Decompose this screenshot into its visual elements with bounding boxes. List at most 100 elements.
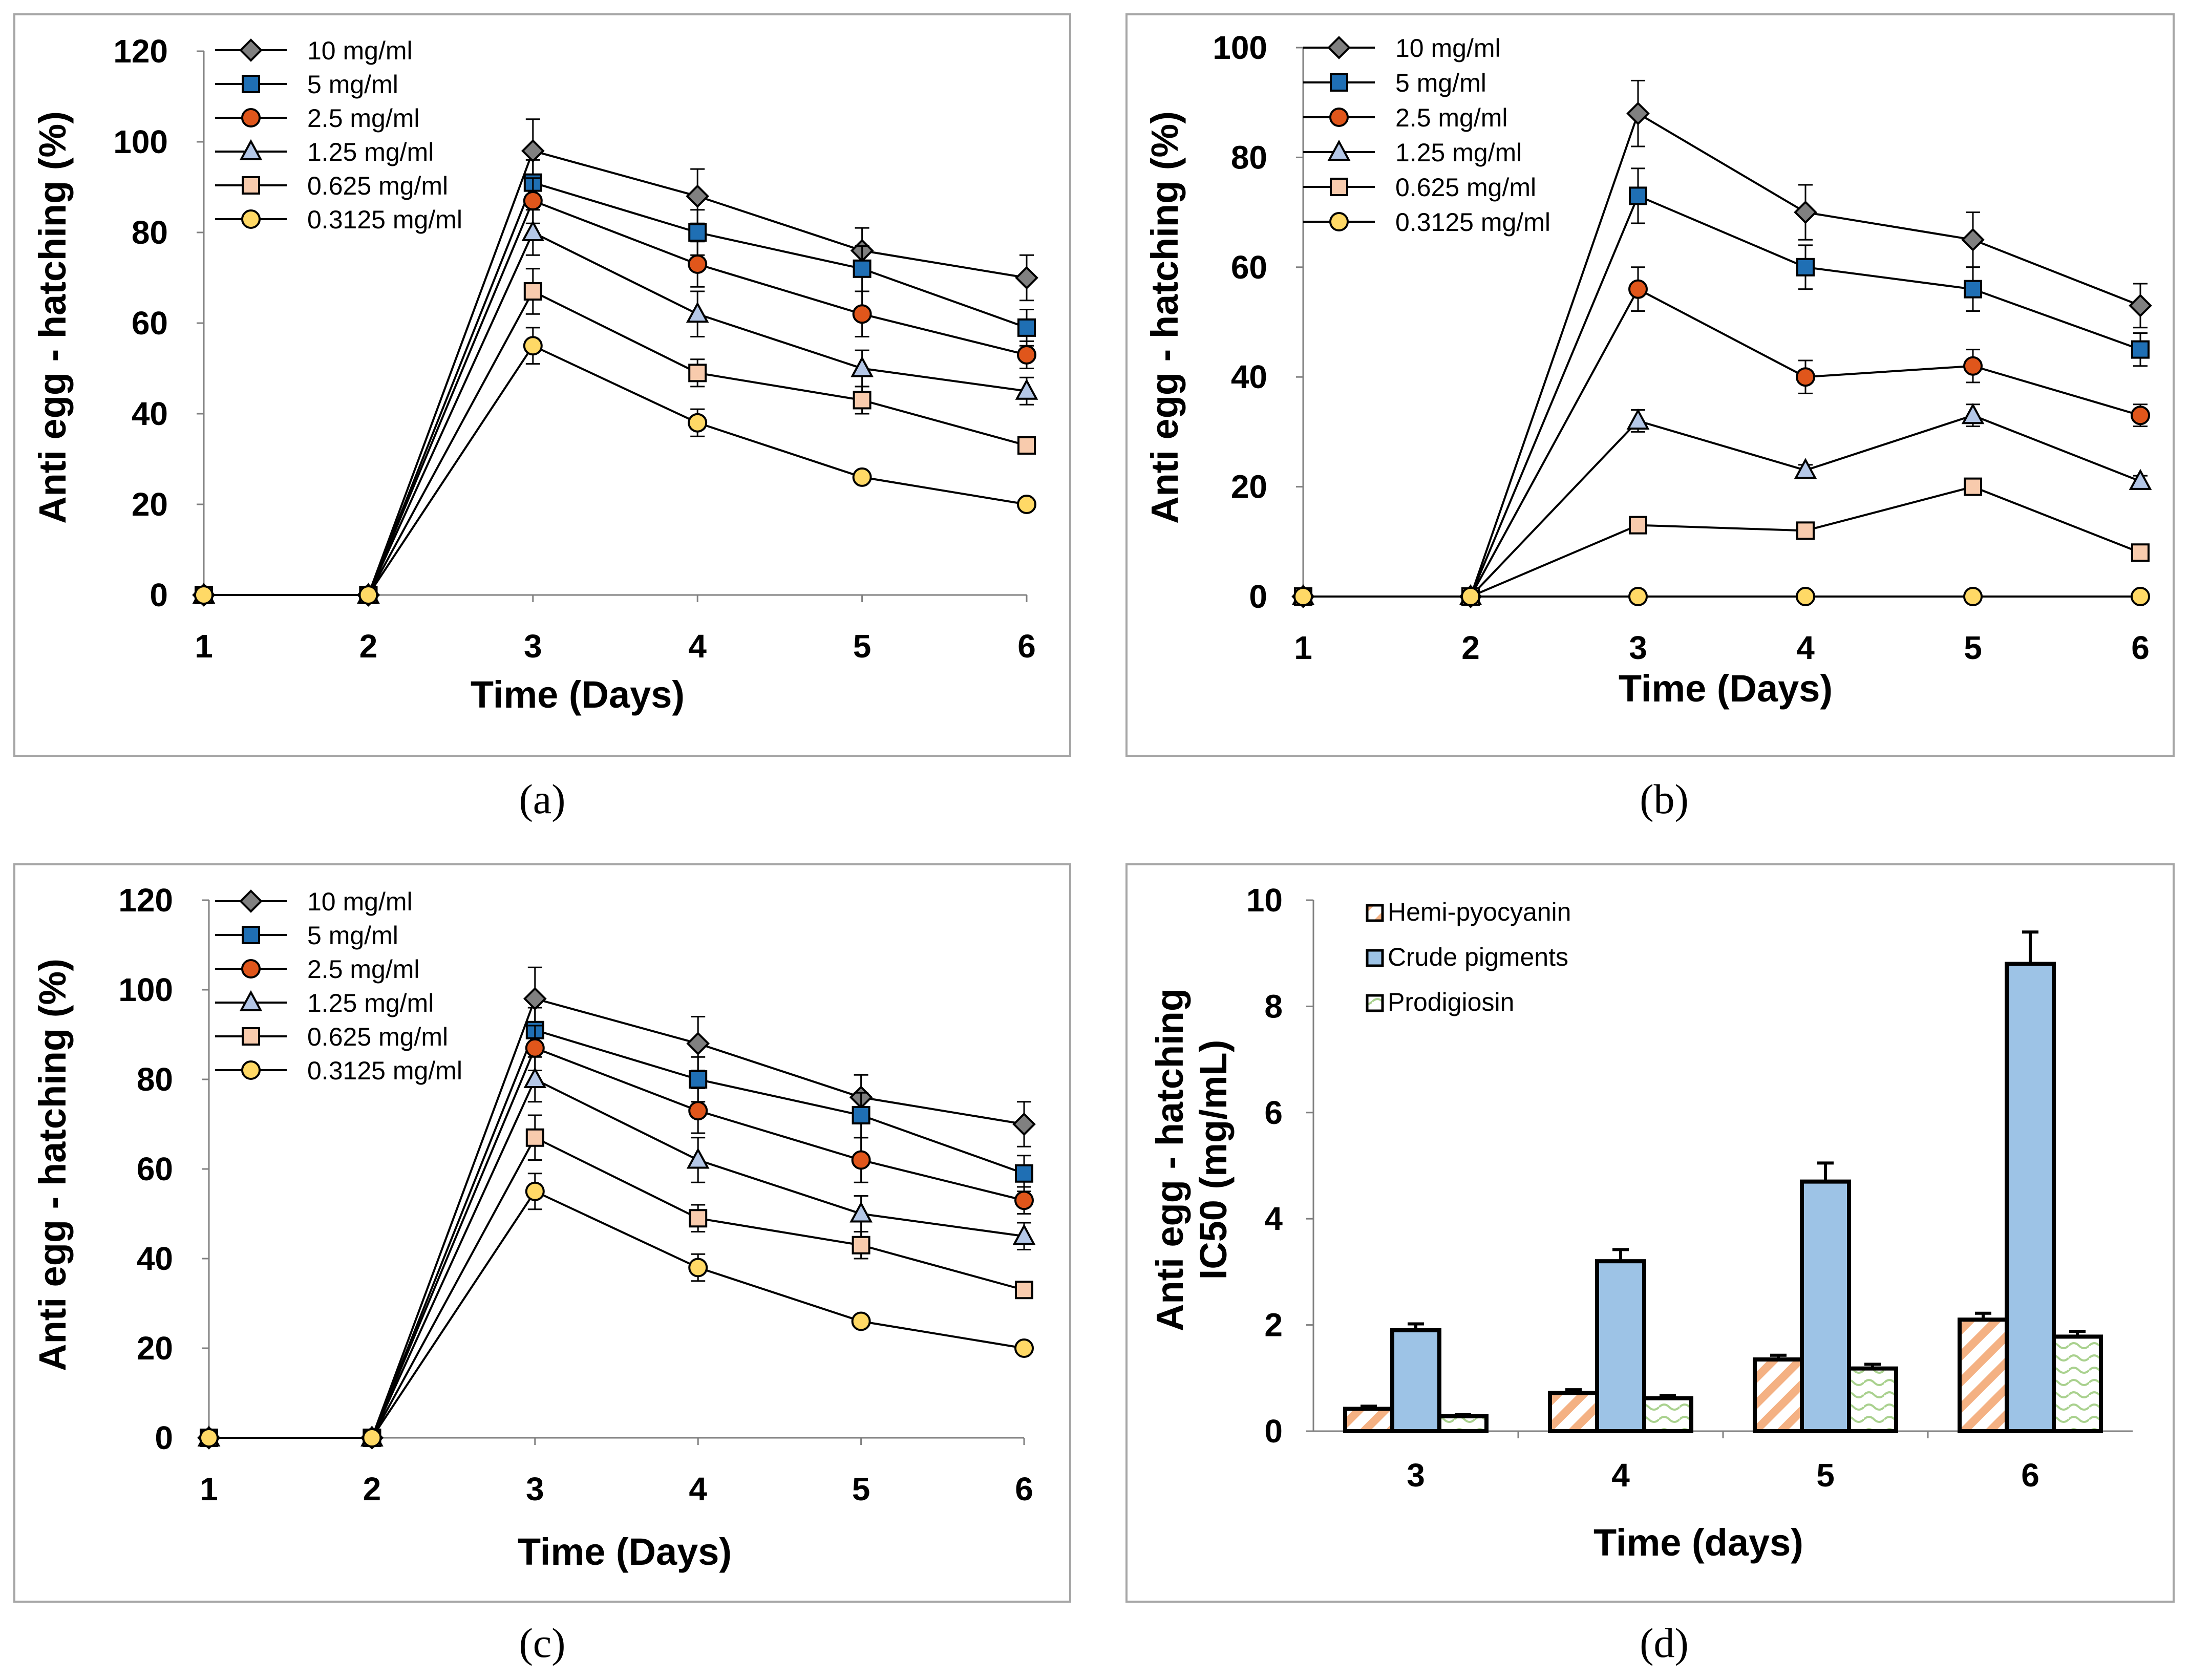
chart-c-legend-label: 5 mg/ml xyxy=(307,921,398,950)
chart-c-point-2-5-mg-ml xyxy=(688,1101,708,1121)
chart-c-ytick-label: 100 xyxy=(118,971,173,1008)
chart-c-xtick-label: 2 xyxy=(363,1471,381,1507)
chart-b-xtick-label: 6 xyxy=(2131,629,2150,666)
chart-a-point-1-25-mg-ml xyxy=(686,302,709,323)
chart-d-legend-label: Crude pigments xyxy=(1388,943,1568,971)
chart-b-point-0-3125-mg-ml xyxy=(1963,587,1983,606)
chart-d-bar-hemi-pyocyanin xyxy=(1548,1391,1599,1433)
chart-c-legend: 10 mg/ml 5 mg/ml 2.5 mg/ml 1.25 mg/ml 0.625 … xyxy=(215,887,462,1085)
chart-a-point-5-mg-ml xyxy=(853,259,872,278)
chart-b-xtick-label: 1 xyxy=(1294,629,1312,666)
chart-d-legend-label: Prodigiosin xyxy=(1388,988,1514,1016)
chart-d-ytick-label: 2 xyxy=(1264,1307,1283,1344)
chart-c-legend-label: 0.3125 mg/ml xyxy=(307,1056,462,1085)
panel-c-frame xyxy=(13,863,1071,1603)
chart-d-bar-crude-pigments xyxy=(1595,1259,1646,1433)
chart-a-xtick-label: 5 xyxy=(853,628,872,665)
chart-a-ytick-label: 100 xyxy=(113,123,168,160)
chart-c-point-10-mg-ml xyxy=(686,1032,710,1055)
chart-a-legend-item-1-25-mg-ml: 1.25 mg/ml xyxy=(215,138,434,166)
chart-c-legend-item-5-mg-ml: 5 mg/ml xyxy=(215,921,398,950)
chart-a-legend-label: 0.625 mg/ml xyxy=(307,172,448,200)
chart-a-point-10-mg-ml xyxy=(686,184,710,208)
chart-c-plot: 0 20 40 60 80 100 120 1 2 3 4 5 6 xyxy=(118,882,1036,1507)
chart-b-point-1-25-mg-ml xyxy=(2129,469,2152,490)
chart-d-legend-label: Hemi-pyocyanin xyxy=(1388,898,1571,926)
chart-b-point-0-625-mg-ml xyxy=(1964,477,1982,496)
chart-b-ytick-label: 80 xyxy=(1231,139,1267,176)
chart-a-point-0-3125-mg-ml xyxy=(688,413,708,433)
chart-a-point-5-mg-ml xyxy=(1017,318,1036,337)
chart-b-legend: 10 mg/ml 5 mg/ml 2.5 mg/ml 1.25 mg/ml 0.625 … xyxy=(1303,34,1550,237)
chart-b-point-10-mg-ml xyxy=(1794,200,1817,224)
chart-b-point-2-5-mg-ml xyxy=(1628,279,1648,299)
chart-c-xtick-label: 1 xyxy=(200,1471,218,1507)
chart-a-ytick-label: 80 xyxy=(132,214,168,251)
chart-a-point-2-5-mg-ml xyxy=(688,254,708,274)
chart-b-xtick-label: 2 xyxy=(1461,629,1480,666)
chart-c-legend-label: 0.625 mg/ml xyxy=(307,1023,448,1051)
chart-a-legend-label: 0.3125 mg/ml xyxy=(307,205,462,234)
chart-b-xtick-label: 5 xyxy=(1964,629,1982,666)
chart-b-legend-label: 5 mg/ml xyxy=(1395,69,1486,97)
chart-b-point-5-mg-ml xyxy=(2131,340,2150,359)
chart-a-ytick-label: 20 xyxy=(132,486,168,523)
chart-b-point-2-5-mg-ml xyxy=(2131,406,2150,426)
chart-d-xtick-label: 4 xyxy=(1611,1457,1630,1494)
chart-a-point-0-625-mg-ml xyxy=(523,282,542,301)
chart-c-point-0-625-mg-ml xyxy=(1015,1281,1033,1300)
chart-a-point-2-5-mg-ml xyxy=(1017,345,1036,365)
chart-d-bar-hemi-pyocyanin xyxy=(1958,1317,2009,1433)
chart-c-legend-marker xyxy=(242,926,260,944)
chart-b-point-0-3125-mg-ml xyxy=(1628,587,1648,606)
chart-c-ylabel: Anti egg - hatching (%) xyxy=(31,959,74,1371)
chart-c-xtick-label: 6 xyxy=(1015,1471,1033,1507)
chart-a-legend: 10 mg/ml 5 mg/ml 2.5 mg/ml 1.25 mg/ml 0.625 … xyxy=(215,36,462,234)
chart-a-point-0-625-mg-ml xyxy=(853,391,872,410)
chart-b-legend-label: 0.3125 mg/ml xyxy=(1395,208,1550,237)
chart-b-point-1-25-mg-ml xyxy=(1961,403,1985,424)
chart-c-line-0-3125-mg-ml xyxy=(209,1190,1025,1439)
chart-b-plot: 0 20 40 60 80 100 1 2 3 4 5 6 xyxy=(1213,29,2152,666)
chart-d-bar-crude-pigments xyxy=(1390,1328,1441,1433)
chart-b-ytick-label: 20 xyxy=(1231,469,1267,505)
chart-a-point-2-5-mg-ml xyxy=(523,191,543,211)
chart-c-ytick-label: 0 xyxy=(155,1419,173,1456)
chart-b-legend-label: 2.5 mg/ml xyxy=(1395,103,1508,132)
chart-b-legend-label: 10 mg/ml xyxy=(1395,34,1501,62)
chart-b-legend-marker xyxy=(1330,73,1348,92)
chart-c-point-5-mg-ml xyxy=(852,1106,870,1124)
chart-c-xlabel: Time (Days) xyxy=(518,1530,732,1573)
chart-a-point-0-3125-mg-ml xyxy=(358,585,378,605)
chart-a-legend-item-5-mg-ml: 5 mg/ml xyxy=(215,70,398,99)
chart-a-point-10-mg-ml xyxy=(1015,266,1038,290)
chart-d-bar-hemi-pyocyanin xyxy=(1343,1407,1394,1434)
chart-a-legend-marker xyxy=(241,108,261,127)
chart-b-point-10-mg-ml xyxy=(1626,101,1650,125)
chart-b-legend-marker xyxy=(1329,108,1349,127)
chart-a-point-0-625-mg-ml xyxy=(1017,436,1036,455)
chart-d-ytick-label: 10 xyxy=(1246,882,1283,919)
chart-c-xtick-label: 5 xyxy=(852,1471,870,1507)
chart-c-legend-item-1-25-mg-ml: 1.25 mg/ml xyxy=(215,989,434,1017)
chart-a-point-0-3125-mg-ml xyxy=(194,585,214,605)
chart-b-point-5-mg-ml xyxy=(1796,258,1815,277)
chart-b-legend-marker xyxy=(1327,139,1351,161)
chart-a-xtick-label: 2 xyxy=(359,628,378,665)
chart-b-legend-item-5-mg-ml: 5 mg/ml xyxy=(1303,69,1486,97)
panel-b-caption: (b) xyxy=(1640,776,1689,822)
chart-b-point-0-625-mg-ml xyxy=(1629,516,1647,535)
chart-b-series-0-3125-mg-ml xyxy=(1293,587,2150,606)
chart-c-legend-marker xyxy=(241,1060,261,1080)
chart-c-point-2-5-mg-ml xyxy=(525,1038,545,1058)
chart-c-point-5-mg-ml xyxy=(689,1070,708,1089)
chart-a-legend-marker xyxy=(242,176,260,195)
chart-d-ytick-label: 6 xyxy=(1264,1094,1283,1131)
chart-c-legend-item-2-5-mg-ml: 2.5 mg/ml xyxy=(215,955,420,984)
chart-a-ytick-label: 120 xyxy=(113,33,168,70)
chart-d-xtick-label: 3 xyxy=(1407,1457,1425,1494)
chart-d-bar-prodigiosin xyxy=(1437,1414,1489,1434)
chart-c-point-0-625-mg-ml xyxy=(525,1128,544,1147)
chart-b-legend-label: 0.625 mg/ml xyxy=(1395,173,1536,202)
